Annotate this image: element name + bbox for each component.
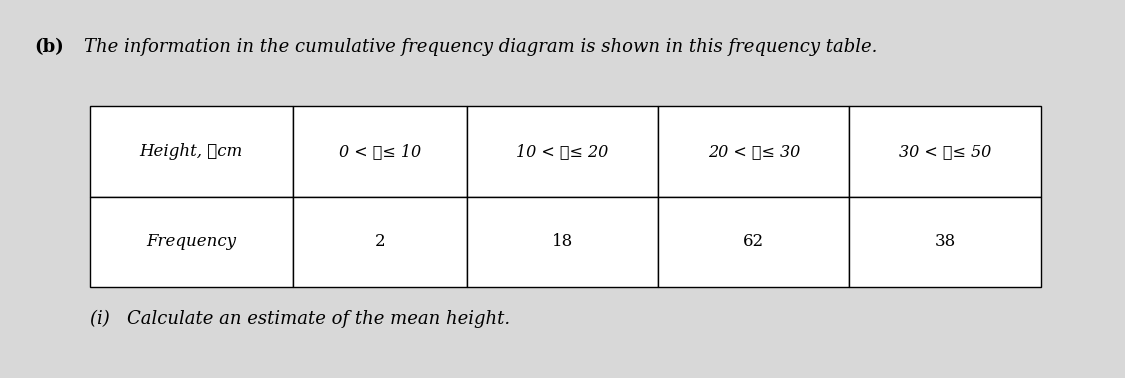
Text: 18: 18 xyxy=(552,234,573,250)
Text: 2: 2 xyxy=(375,234,385,250)
Bar xyxy=(90,106,292,197)
Text: 62: 62 xyxy=(744,234,764,250)
Text: 10 < ℊ≤ 20: 10 < ℊ≤ 20 xyxy=(516,143,609,160)
Bar xyxy=(658,106,849,197)
Bar xyxy=(467,106,658,197)
Bar xyxy=(658,197,849,287)
Text: (b): (b) xyxy=(34,38,63,56)
Bar xyxy=(90,197,292,287)
Bar xyxy=(849,197,1041,287)
Text: The information in the cumulative frequency diagram is shown in this frequency t: The information in the cumulative freque… xyxy=(84,38,878,56)
Text: 30 < ℊ≤ 50: 30 < ℊ≤ 50 xyxy=(899,143,991,160)
Bar xyxy=(292,197,467,287)
Text: (i)   Calculate an estimate of the mean height.: (i) Calculate an estimate of the mean he… xyxy=(90,310,510,328)
Text: 38: 38 xyxy=(935,234,955,250)
Bar xyxy=(292,106,467,197)
Text: Height, ℊcm: Height, ℊcm xyxy=(140,143,243,160)
Bar xyxy=(849,106,1041,197)
Text: 20 < ℊ≤ 30: 20 < ℊ≤ 30 xyxy=(708,143,800,160)
Text: 0 < ℊ≤ 10: 0 < ℊ≤ 10 xyxy=(339,143,421,160)
Bar xyxy=(467,197,658,287)
Text: Frequency: Frequency xyxy=(146,234,236,250)
